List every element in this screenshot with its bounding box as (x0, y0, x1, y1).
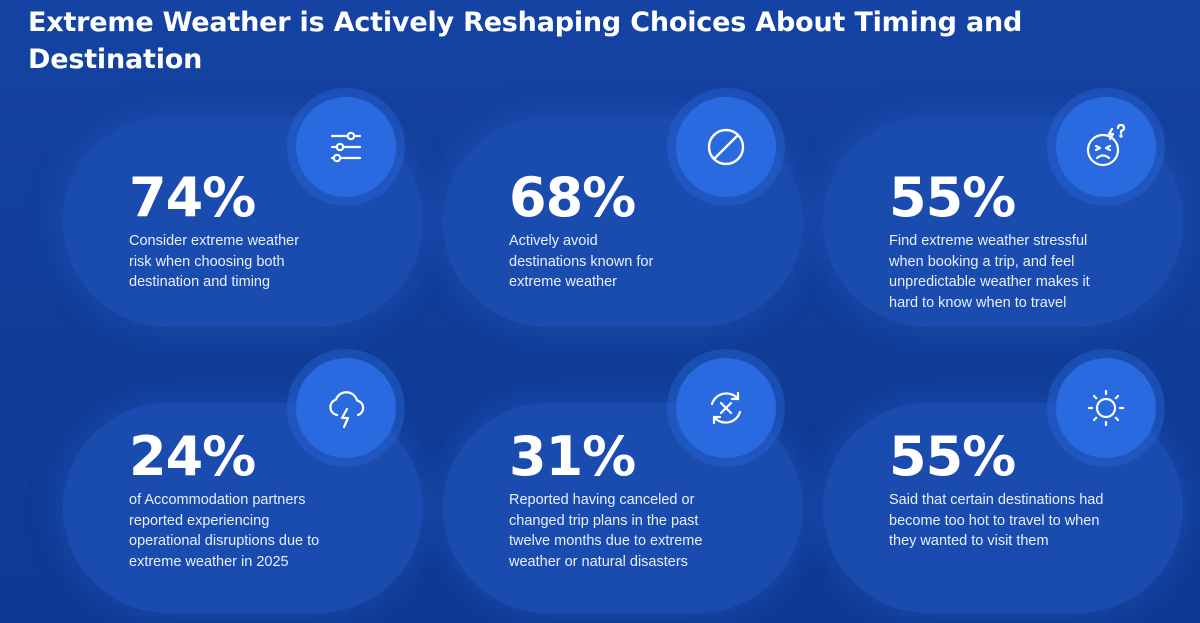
stat-value-3: 55% (889, 166, 1016, 229)
stat-value-1: 74% (129, 166, 256, 229)
storm-cloud-icon (329, 391, 365, 429)
stat-value-6: 55% (889, 425, 1016, 488)
stat-description-6: Said that certain destinations had becom… (889, 492, 1104, 549)
stressed-face-icon (1086, 123, 1126, 167)
stat-description-5: Reported having canceled or changed trip… (509, 492, 703, 570)
sun-icon (1087, 389, 1125, 427)
prohibited-icon (707, 128, 745, 166)
stat-description-3: Find extreme weather stressful when book… (889, 233, 1090, 311)
stat-description-4: of Accommodation partners reported exper… (129, 492, 320, 570)
stat-description-1: Consider extreme weather risk when choos… (129, 233, 300, 290)
stat-value-2: 68% (509, 166, 636, 229)
stat-value-4: 24% (129, 425, 256, 488)
icon-badge-2 (667, 88, 785, 206)
icon-badge-6 (1047, 349, 1165, 467)
icon-badge-1 (287, 88, 405, 206)
icon-badge-4 (287, 349, 405, 467)
stat-value-5: 31% (509, 425, 636, 488)
stat-description-2: Actively avoid destinations known for ex… (509, 233, 654, 290)
icon-badge-5 (667, 349, 785, 467)
sliders-icon (330, 131, 362, 163)
cancel-refresh-icon (710, 391, 742, 425)
page-title: Extreme Weather is Actively Reshaping Ch… (28, 7, 1023, 75)
icon-badge-3 (1047, 88, 1165, 206)
